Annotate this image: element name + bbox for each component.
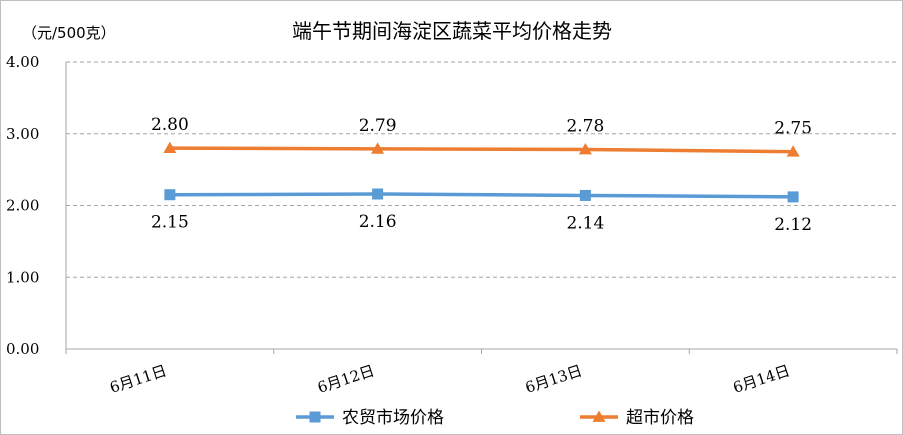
x-tick-label: 6月13日 (523, 362, 584, 397)
data-label: 2.75 (774, 119, 812, 139)
data-label: 2.16 (359, 212, 397, 232)
data-point-marker (578, 143, 592, 155)
chart-title: 端午节期间海淀区蔬菜平均价格走势 (292, 19, 612, 43)
data-point-marker (163, 141, 177, 153)
data-point-marker (786, 145, 800, 157)
x-tick-label: 6月12日 (315, 362, 376, 397)
series-line (169, 192, 794, 199)
y-tick-label: 3.00 (6, 125, 39, 143)
y-tick-label: 1.00 (6, 268, 39, 286)
legend-label: 超市价格 (626, 408, 694, 428)
data-label: 2.78 (566, 117, 604, 137)
data-label: 2.12 (774, 215, 812, 235)
legend-label: 农贸市场价格 (342, 408, 444, 428)
y-tick-label: 2.00 (6, 197, 39, 215)
data-label: 2.14 (566, 213, 604, 233)
data-point-marker (579, 189, 591, 201)
data-point-marker (787, 191, 799, 203)
data-label: 2.80 (151, 115, 189, 135)
legend-marker (592, 410, 606, 422)
x-tick-label: 6月14日 (731, 362, 792, 397)
data-point-marker (372, 188, 384, 200)
legend-marker (309, 411, 321, 423)
y-unit-label: （元/500克） (22, 24, 116, 42)
data-point-marker (164, 189, 176, 201)
x-tick-label: 6月11日 (108, 362, 169, 397)
series-line (169, 146, 794, 154)
y-tick-label: 4.00 (6, 53, 39, 71)
data-point-marker (371, 142, 385, 154)
y-tick-label: 0.00 (6, 340, 39, 358)
data-label: 2.79 (359, 116, 397, 136)
data-label: 2.15 (151, 213, 189, 233)
